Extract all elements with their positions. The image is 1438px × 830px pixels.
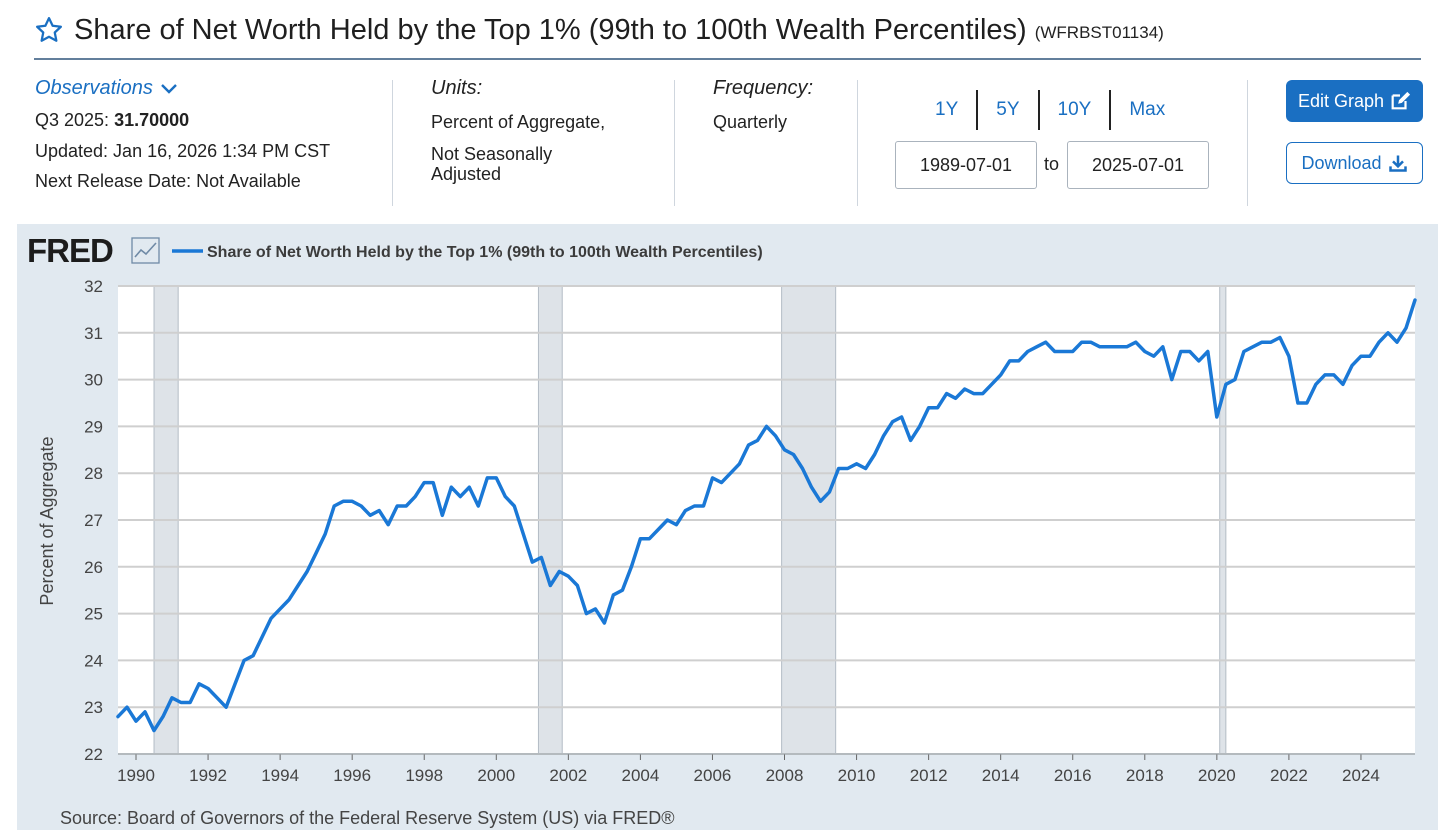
frequency-label: Frequency: xyxy=(713,77,814,99)
units-line3: Adjusted xyxy=(431,164,502,185)
units-block: Units: Percent of Aggregate, Not Seasona… xyxy=(431,76,605,185)
x-tick-label: 2002 xyxy=(549,766,587,785)
x-tick-label: 2016 xyxy=(1054,766,1092,785)
chart-panel: 22 23 24 25 26 27 28 29 30 31 32 1990 1992 1994 1996 1… xyxy=(17,224,1438,830)
to-label: to xyxy=(1044,154,1060,174)
y-tick-label: 25 xyxy=(84,605,103,624)
frequency-value: Quarterly xyxy=(713,112,788,132)
y-tick-label: 31 xyxy=(84,324,103,343)
x-tick-label: 2020 xyxy=(1198,766,1236,785)
divider xyxy=(392,80,393,206)
fred-logo: FRED xyxy=(27,232,113,269)
chevron-down-icon xyxy=(160,83,177,94)
range-5y-button[interactable]: 5Y xyxy=(996,99,1020,120)
divider xyxy=(976,90,979,130)
y-tick-label: 27 xyxy=(84,511,103,530)
download-label: Download xyxy=(1301,152,1382,173)
x-tick-label: 2006 xyxy=(694,766,732,785)
edit-icon xyxy=(1391,91,1411,110)
updated-text: Updated: Jan 16, 2026 1:34 PM CST xyxy=(35,140,331,161)
x-tick-label: 2004 xyxy=(621,766,659,785)
frequency-block: Frequency: Quarterly xyxy=(713,76,813,134)
edit-graph-button[interactable]: Edit Graph xyxy=(1286,80,1423,122)
obs-value: 31.70000 xyxy=(114,110,190,130)
observations-label: Observations xyxy=(35,77,153,99)
next-release-text: Next Release Date: Not Available xyxy=(35,171,301,191)
divider xyxy=(857,80,858,206)
star-outline-icon[interactable] xyxy=(34,15,64,45)
units-line2: Not Seasonally xyxy=(431,143,553,164)
obs-period: Q3 2025: xyxy=(35,110,110,130)
x-tick-label: 2008 xyxy=(766,766,804,785)
x-tick-label: 2018 xyxy=(1126,766,1164,785)
divider xyxy=(674,80,675,206)
y-tick-label: 29 xyxy=(84,417,103,436)
y-tick-label: 23 xyxy=(84,698,103,717)
observations-dropdown[interactable]: Observations xyxy=(35,76,330,101)
title-divider xyxy=(34,58,1421,60)
y-tick-label: 30 xyxy=(84,371,103,390)
series-line xyxy=(116,298,1417,733)
x-tick-label: 2022 xyxy=(1270,766,1308,785)
x-tick-label: 2000 xyxy=(477,766,515,785)
y-tick-label: 22 xyxy=(84,745,103,764)
download-icon xyxy=(1388,155,1407,172)
y-tick-label: 24 xyxy=(84,651,103,670)
x-tick-label: 2012 xyxy=(910,766,948,785)
legend-label: Share of Net Worth Held by the Top 1% (9… xyxy=(207,244,763,261)
page-title: Share of Net Worth Held by the Top 1% (9… xyxy=(74,13,1027,46)
x-tick-label: 2010 xyxy=(838,766,876,785)
title-row: Share of Net Worth Held by the Top 1% (9… xyxy=(34,10,1164,50)
y-tick-label: 26 xyxy=(84,558,103,577)
range-10y-button[interactable]: 10Y xyxy=(1057,99,1092,120)
x-tick-label: 1990 xyxy=(117,766,155,785)
series-id: (WFRBST01134) xyxy=(1034,23,1164,42)
units-label: Units: xyxy=(431,77,483,99)
divider xyxy=(1109,90,1112,130)
y-tick-label: 32 xyxy=(84,277,103,296)
range-max-button[interactable]: Max xyxy=(1129,99,1166,120)
edit-graph-label: Edit Graph xyxy=(1297,90,1385,111)
divider xyxy=(1037,90,1040,130)
source-text: Source: Board of Governors of the Federa… xyxy=(60,808,675,828)
x-tick-label: 1992 xyxy=(189,766,227,785)
x-tick-label: 2014 xyxy=(982,766,1020,785)
divider xyxy=(1247,80,1248,206)
units-line1: Percent of Aggregate, xyxy=(431,112,606,132)
chart-icon[interactable] xyxy=(131,237,160,264)
x-tick-label: 1998 xyxy=(405,766,443,785)
x-tick-label: 2024 xyxy=(1342,766,1380,785)
range-1y-button[interactable]: 1Y xyxy=(935,99,959,120)
y-tick-label: 28 xyxy=(84,464,103,483)
y-axis-label: Percent of Aggregate xyxy=(37,436,57,605)
x-tick-label: 1996 xyxy=(333,766,371,785)
observations-block: Observations Q3 2025: 31.70000 Updated: … xyxy=(35,76,330,193)
start-date-input[interactable]: 1989-07-01 xyxy=(895,141,1037,189)
range-buttons: 1Y 5Y 10Y Max xyxy=(917,90,1183,130)
latest-observation: Q3 2025: 31.70000 xyxy=(35,109,330,132)
download-button[interactable]: Download xyxy=(1286,142,1423,184)
line-chart: 22 23 24 25 26 27 28 29 30 31 32 1990 1992 1994 1996 1… xyxy=(27,232,1417,828)
end-date-input[interactable]: 2025-07-01 xyxy=(1067,141,1209,189)
x-tick-label: 1994 xyxy=(261,766,299,785)
